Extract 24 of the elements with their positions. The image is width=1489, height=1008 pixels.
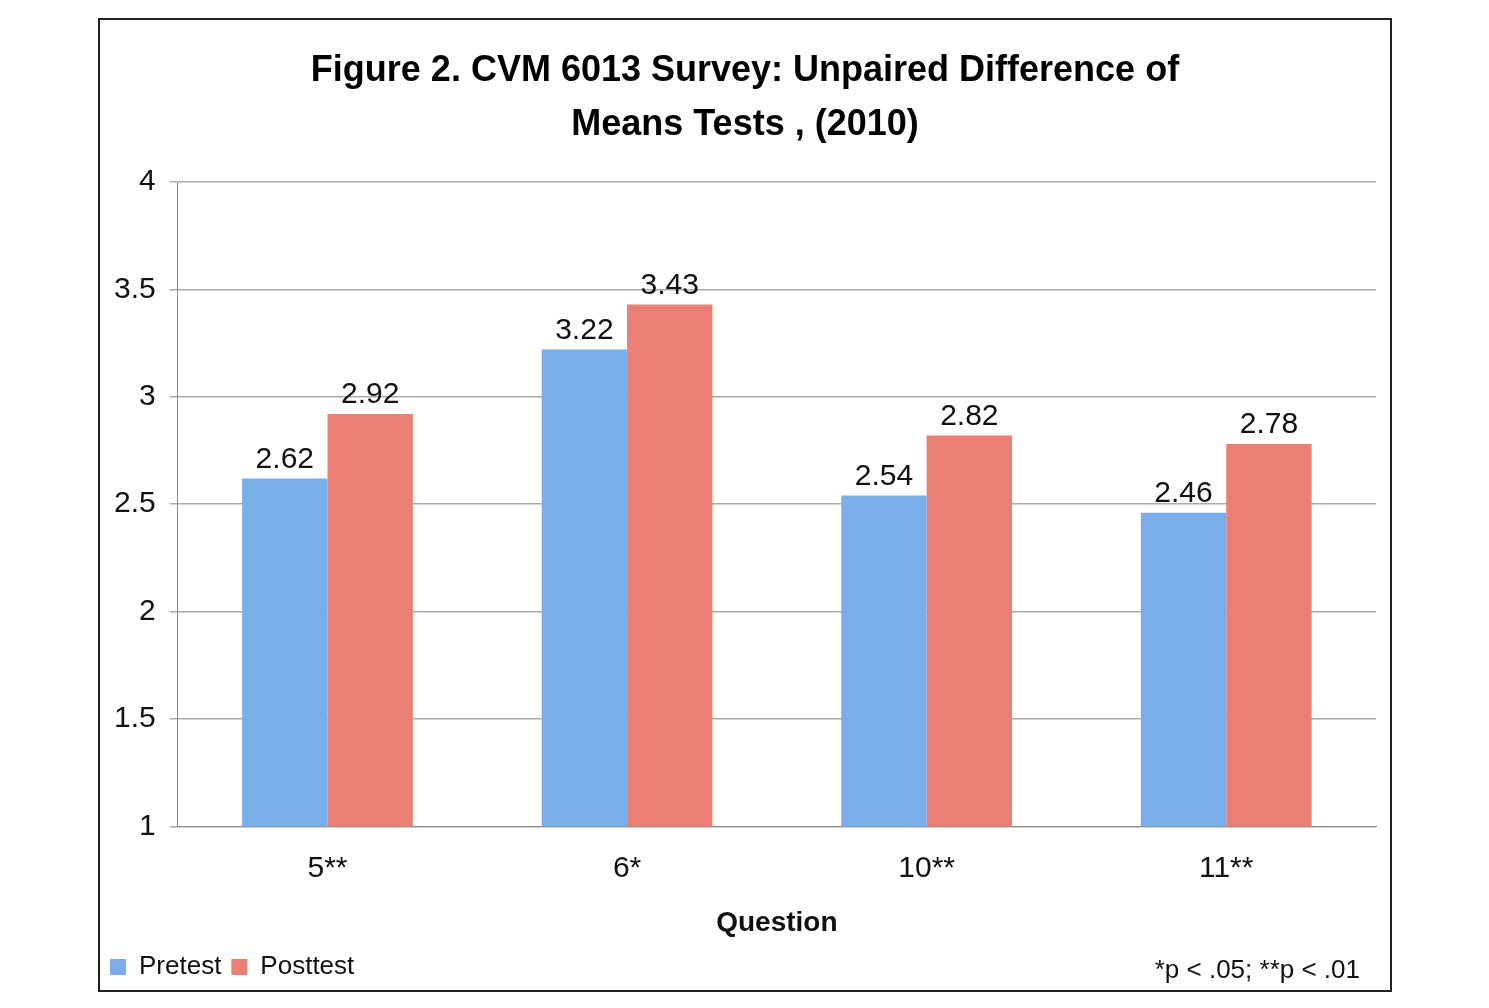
x-tick-label: 6* bbox=[612, 849, 642, 883]
chart-title: Figure 2. CVM 6013 Survey: Unpaired Difference of Means Tests , (2010) bbox=[309, 47, 1181, 145]
data-label: 2.54 bbox=[854, 457, 914, 491]
data-label: 2.62 bbox=[255, 440, 314, 474]
x-tick-label: 11** bbox=[1198, 849, 1254, 883]
y-tick-label: 4 bbox=[139, 163, 156, 197]
data-label: 3.43 bbox=[640, 266, 699, 300]
data-label: 2.78 bbox=[1239, 406, 1299, 440]
y-tick-label: 2 bbox=[139, 592, 156, 626]
legend-label: Pretest bbox=[139, 950, 223, 981]
y-tick-label: 3 bbox=[139, 378, 156, 412]
y-tick-label: 3.5 bbox=[113, 270, 156, 304]
data-label: 2.46 bbox=[1154, 475, 1213, 509]
x-axis-title: Question bbox=[716, 905, 838, 937]
legend-label: Posttest bbox=[260, 950, 356, 981]
text: *p < .05; **p < .01 bbox=[1154, 954, 1360, 985]
data-label: 3.22 bbox=[555, 311, 614, 345]
x-tick-label: 10** bbox=[898, 849, 956, 883]
data-label: 2.82 bbox=[940, 397, 999, 431]
x-tick-label: 5** bbox=[307, 849, 348, 883]
data-label: 2.92 bbox=[340, 376, 400, 410]
y-tick-label: 2.5 bbox=[113, 485, 156, 519]
y-tick-label: 1 bbox=[139, 807, 156, 841]
y-tick-label: 1.5 bbox=[113, 700, 156, 734]
